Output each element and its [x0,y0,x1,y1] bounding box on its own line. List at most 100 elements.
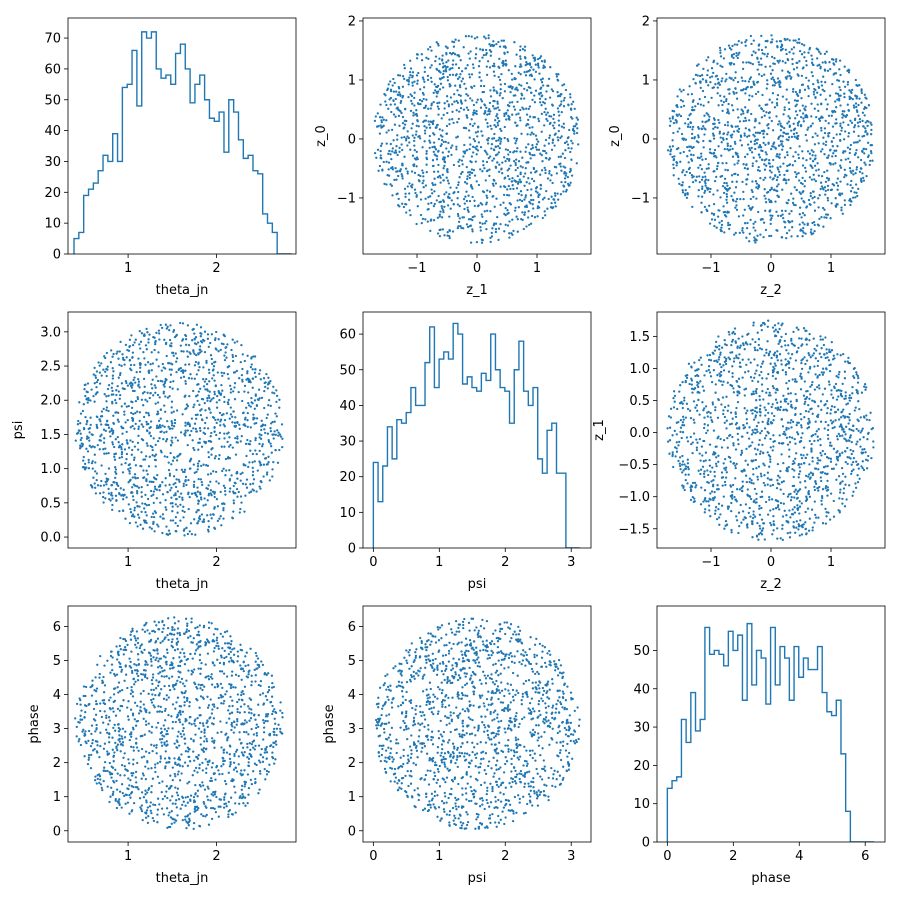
scatter-point [139,363,142,367]
scatter-point [825,140,828,143]
scatter-point [494,222,498,225]
scatter-point [808,152,812,155]
scatter-point [178,480,181,483]
scatter-point [173,494,176,497]
scatter-point [408,76,411,79]
scatter-point [813,107,816,110]
scatter-point [169,451,172,455]
scatter-point [179,344,182,347]
scatter-point [258,449,261,453]
scatter-point [516,218,519,221]
scatter-point [216,394,219,398]
scatter-point [531,153,534,157]
scatter-point [164,395,167,398]
scatter-point [839,124,842,128]
scatter-point [422,78,425,81]
scatter-point [427,48,430,51]
scatter-point [716,92,719,95]
scatter-point [778,434,781,437]
scatter-point [111,355,114,358]
scatter-point [731,155,735,158]
scatter-point [170,486,173,490]
scatter-point [155,497,158,500]
scatter-point [487,156,490,160]
y-tick-label: 60 [44,62,61,77]
scatter-point [389,96,393,100]
scatter-point [686,155,689,158]
scatter-point [269,442,272,445]
scatter-point [179,376,183,379]
scatter-point [796,73,799,76]
scatter-point [511,85,514,89]
scatter-point [472,109,476,112]
scatter-point [486,189,489,192]
scatter-point [83,388,86,391]
scatter-point [551,139,555,142]
scatter-point [732,109,735,112]
scatter-point [196,413,199,416]
scatter-point [486,60,490,63]
scatter-point [672,174,675,177]
scatter-point [478,71,481,74]
scatter-point [140,491,143,494]
scatter-point [720,223,724,227]
scatter-point [85,420,89,423]
scatter-point [82,459,85,462]
scatter-point [389,142,392,146]
scatter-point [167,468,171,472]
scatter-point [781,524,784,527]
scatter-point [131,495,135,498]
scatter-point [765,158,768,161]
scatter-point [236,435,239,438]
scatter-point [204,409,207,412]
scatter-point [857,103,860,107]
scatter-point [820,215,823,219]
scatter-point [218,398,221,402]
scatter-point [88,431,91,434]
scatter-point [760,48,764,52]
scatter-point [727,370,731,373]
scatter-point [195,417,198,420]
scatter-point [212,365,216,368]
scatter-point [140,495,143,498]
scatter-point [764,151,767,154]
scatter-point [116,384,119,388]
scatter-point [515,113,518,116]
scatter-point [245,406,248,409]
scatter-point [392,113,396,116]
scatter-point [732,90,735,94]
scatter-point [496,124,500,127]
scatter-point [256,469,259,472]
scatter-point [703,489,707,492]
scatter-point [175,360,178,363]
scatter-point [485,106,488,109]
scatter-point [382,118,385,121]
scatter-point [459,94,462,97]
scatter-point [482,190,486,194]
scatter-point [449,96,453,99]
scatter-point [504,206,507,210]
scatter-point [264,381,267,384]
scatter-point [80,436,83,440]
scatter-point [408,141,411,144]
scatter-point [763,114,766,117]
scatter-point [718,372,721,375]
scatter-point [764,46,767,49]
scatter-point [736,43,739,46]
scatter-point [456,203,460,206]
scatter-point [480,213,483,216]
scatter-point [162,383,165,387]
scatter-point [168,532,172,535]
scatter-point [155,478,158,481]
scatter-point [468,73,471,76]
scatter-point [807,51,810,54]
scatter-point [525,89,529,92]
scatter-point [775,40,778,43]
scatter-point [788,220,792,224]
scatter-point [512,159,516,163]
scatter-point [769,362,772,365]
scatter-point [569,107,573,110]
scatter-point [544,168,547,172]
scatter-point [142,425,145,428]
scatter-point [539,78,543,81]
